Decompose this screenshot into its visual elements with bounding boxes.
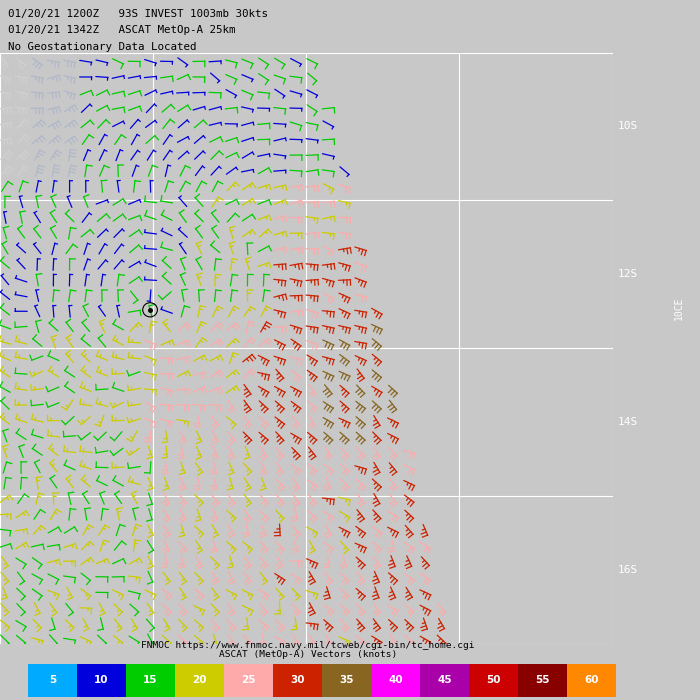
Text: 16S: 16S bbox=[617, 565, 638, 575]
Text: FNMOC https://www.fnmoc.navy.mil/tcweb/cgi-bin/tc_home.cgi: FNMOC https://www.fnmoc.navy.mil/tcweb/c… bbox=[141, 640, 475, 650]
Text: 40: 40 bbox=[389, 676, 402, 685]
Text: 50: 50 bbox=[486, 676, 500, 685]
Text: 5: 5 bbox=[49, 676, 56, 685]
Text: 30: 30 bbox=[290, 676, 304, 685]
Text: 60: 60 bbox=[584, 676, 598, 685]
Text: 12S: 12S bbox=[617, 270, 638, 279]
Text: 01/20/21 1200Z   93S INVEST 1003mb 30kts: 01/20/21 1200Z 93S INVEST 1003mb 30kts bbox=[8, 10, 268, 20]
Text: No Geostationary Data Located: No Geostationary Data Located bbox=[8, 42, 197, 52]
Text: 45: 45 bbox=[438, 676, 452, 685]
Text: 25: 25 bbox=[241, 676, 255, 685]
Text: 14S: 14S bbox=[617, 417, 638, 427]
Text: 10CE: 10CE bbox=[674, 296, 684, 320]
Text: 10: 10 bbox=[94, 676, 108, 685]
Text: 20: 20 bbox=[193, 676, 206, 685]
Text: 10S: 10S bbox=[617, 121, 638, 132]
Text: 15: 15 bbox=[144, 676, 158, 685]
Text: 35: 35 bbox=[340, 676, 354, 685]
Text: 01/20/21 1342Z   ASCAT MetOp-A 25km: 01/20/21 1342Z ASCAT MetOp-A 25km bbox=[8, 25, 236, 35]
Text: 55: 55 bbox=[536, 676, 550, 685]
Text: ASCAT (MetOp-A) Vectors (knots): ASCAT (MetOp-A) Vectors (knots) bbox=[219, 650, 397, 659]
